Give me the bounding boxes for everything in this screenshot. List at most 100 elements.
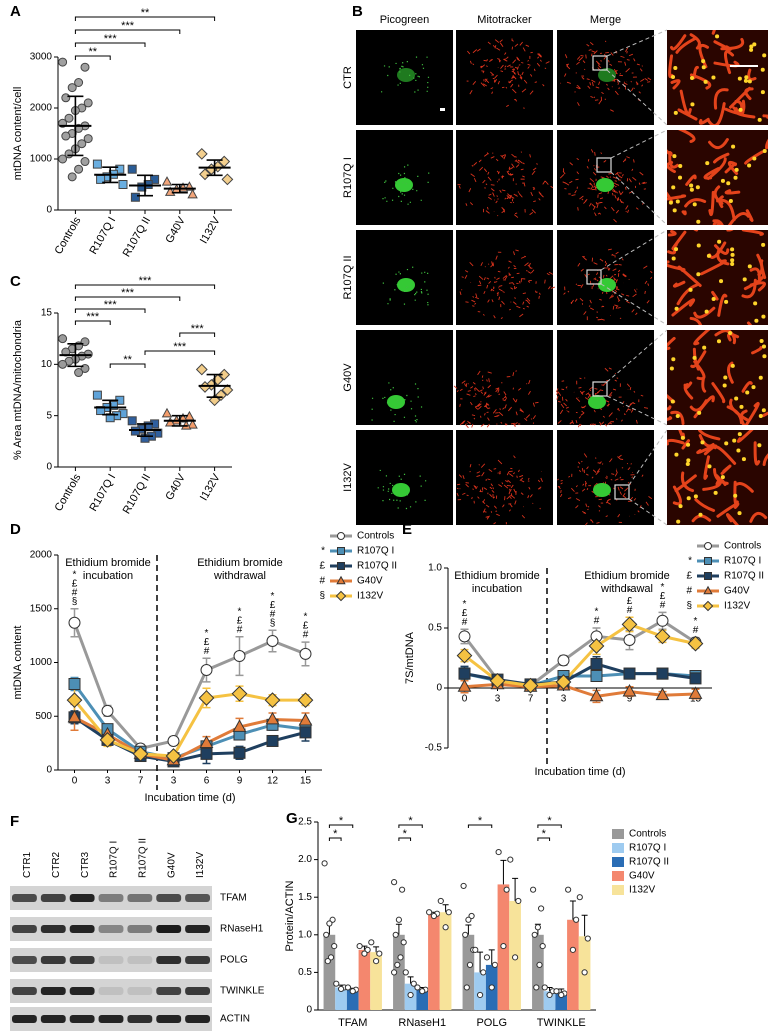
micrograph (557, 430, 654, 525)
panel-letter: D (10, 521, 21, 538)
legend-label: I132V (357, 591, 383, 602)
mito-texture (557, 453, 653, 526)
data-point (92, 390, 102, 400)
data-point (77, 139, 87, 149)
x-tick-label: G40V (163, 471, 188, 502)
significance-label: * (478, 815, 483, 827)
panel-letter: G (286, 810, 298, 827)
significance-bracket (328, 824, 354, 828)
significance-label: £ (237, 615, 243, 626)
data-point (298, 712, 313, 726)
legend-label: I132V (629, 885, 655, 896)
blot-band (69, 1015, 95, 1023)
x-tick-label: 0 (462, 694, 468, 705)
data-point (394, 961, 401, 968)
significance-label: * (547, 815, 552, 827)
data-point (329, 916, 336, 923)
significance-bracket (74, 29, 181, 34)
lane-label: R107Q I (109, 841, 120, 878)
micrograph (557, 230, 654, 325)
micrograph (456, 330, 553, 425)
error-bar (206, 373, 223, 398)
x-tick-label: G40V (163, 214, 188, 245)
blot-band (185, 894, 210, 902)
data-point (465, 916, 472, 923)
nucleus (387, 395, 405, 409)
column-header: Merge (590, 14, 621, 26)
legend-label: R107Q II (629, 857, 669, 868)
blot-band (69, 987, 95, 995)
data-point (266, 734, 279, 747)
micrograph (667, 330, 768, 425)
x-tick-label: POLG (476, 1017, 507, 1029)
zoom-box (596, 157, 612, 173)
mito-zoom-texture (668, 30, 768, 125)
y-tick-label: 1.0 (428, 563, 442, 574)
zoom-box (614, 484, 630, 500)
dna-specks (382, 164, 430, 205)
data-point (58, 154, 68, 164)
blot-band (40, 1015, 66, 1023)
data-point (390, 969, 398, 976)
data-point (503, 886, 510, 893)
x-tick-label: 9 (627, 694, 633, 705)
error-bar (512, 877, 519, 901)
micrograph (557, 330, 654, 425)
data-point (150, 174, 160, 184)
significance-bracket (537, 837, 551, 841)
data-point (531, 931, 538, 938)
dna-specks (382, 266, 429, 306)
significance-label: * (628, 587, 632, 598)
data-point (321, 860, 328, 867)
significance-label: * (238, 606, 242, 617)
x-tick-label: 12 (267, 776, 279, 787)
data-point (356, 942, 363, 950)
blot-band (98, 956, 124, 964)
data-point (589, 688, 604, 702)
significance-label: * (73, 569, 77, 580)
bar (439, 912, 452, 1010)
data-point (558, 991, 565, 999)
x-tick-label: 15 (300, 776, 312, 787)
data-point (414, 984, 421, 991)
significance-bracket (74, 16, 216, 21)
nucleus (598, 278, 616, 292)
nucleus (593, 483, 611, 497)
data-point (161, 176, 173, 186)
significance-label: § (72, 596, 78, 607)
mito-zoom-texture (667, 130, 768, 225)
significance-label: ** (89, 46, 98, 58)
significance-label: # (594, 616, 600, 627)
data-point (83, 134, 93, 144)
data-point (522, 677, 539, 694)
nucleoid-dots (674, 432, 762, 524)
bar (555, 993, 568, 1010)
legend-symbol: § (686, 601, 692, 612)
error-bar (67, 343, 84, 368)
data-point (130, 426, 140, 436)
legend-swatch (612, 885, 624, 895)
panel-letter: B (352, 3, 363, 20)
blot-band (40, 987, 66, 995)
legend-label: G40V (629, 871, 655, 882)
nucleus (397, 68, 415, 82)
x-tick-label: 3 (561, 694, 567, 705)
panel-letter: A (10, 3, 21, 20)
zoom-box (592, 381, 608, 397)
blot-band (127, 894, 153, 902)
legend-label: Controls (357, 531, 394, 542)
phase-label: Ethidium bromide (65, 557, 151, 569)
data-point (400, 939, 407, 946)
significance-label: * (542, 828, 547, 840)
zoom-guide (610, 129, 668, 226)
data-point (361, 950, 368, 957)
x-tick-label: I132V (198, 471, 223, 502)
lane-label: R107Q II (137, 838, 148, 878)
row-label: G40V (342, 363, 354, 392)
blot-band (127, 925, 153, 933)
y-tick-label: 1500 (30, 603, 53, 614)
data-point (324, 958, 331, 965)
data-point (457, 679, 472, 692)
significance-label: *** (191, 323, 205, 335)
